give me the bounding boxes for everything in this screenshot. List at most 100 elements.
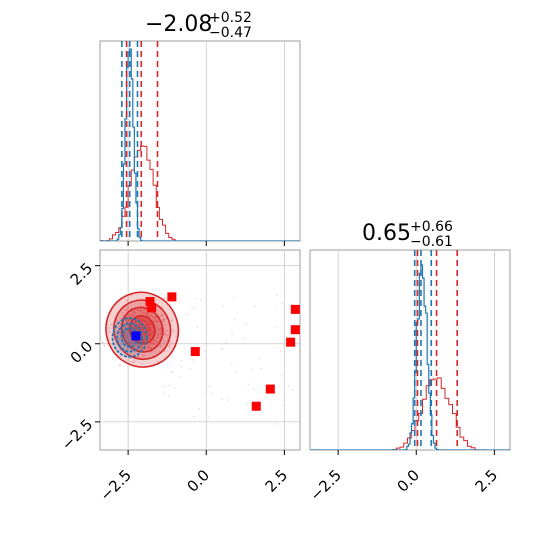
sample-dot bbox=[137, 309, 140, 311]
sample-dot bbox=[148, 320, 151, 323]
sample-dot-sparse bbox=[179, 376, 182, 378]
sample-dot bbox=[150, 314, 153, 317]
sample-dot bbox=[166, 334, 169, 337]
sample-dot bbox=[131, 326, 134, 329]
sample-dot bbox=[146, 314, 149, 316]
sample-dot bbox=[152, 340, 155, 343]
sample-dot-sparse bbox=[275, 423, 278, 425]
sample-dot bbox=[156, 324, 159, 327]
sample-dot bbox=[133, 313, 136, 316]
sample-dot bbox=[143, 308, 146, 311]
sample-dot-sparse bbox=[220, 398, 223, 401]
sample-dot bbox=[142, 340, 145, 343]
sample-dot bbox=[137, 316, 140, 319]
sample-dot-sparse bbox=[222, 305, 225, 308]
sample-dot bbox=[156, 321, 158, 324]
sample-dot-sparse bbox=[291, 389, 294, 391]
sample-dot-sparse bbox=[231, 332, 233, 335]
sample-dot bbox=[160, 330, 163, 333]
sample-dot bbox=[139, 348, 142, 351]
sample-dot-sparse bbox=[191, 306, 193, 309]
sample-dot-sparse bbox=[252, 388, 255, 390]
sample-dot bbox=[150, 342, 152, 345]
sample-dot-sparse bbox=[196, 325, 198, 328]
hist-top-blue-series bbox=[100, 48, 300, 241]
red-density-level-0 bbox=[105, 291, 180, 368]
sample-dot bbox=[141, 355, 144, 357]
sample-dot bbox=[140, 310, 143, 313]
sample-dot bbox=[154, 316, 157, 319]
sample-dot bbox=[129, 348, 132, 351]
blue-square bbox=[131, 331, 141, 341]
sample-dot bbox=[127, 339, 129, 342]
sample-dot-sparse bbox=[165, 297, 167, 300]
sample-dot-sparse bbox=[258, 399, 260, 401]
sample-dot bbox=[126, 309, 129, 311]
sample-dot bbox=[119, 331, 122, 334]
sample-dot bbox=[133, 346, 136, 349]
sample-dot bbox=[133, 341, 135, 344]
scatter-markers bbox=[131, 292, 300, 411]
sample-dot bbox=[150, 350, 153, 353]
sample-dot-sparse bbox=[193, 308, 196, 310]
sample-dot-sparse bbox=[273, 326, 276, 328]
sample-dot bbox=[122, 311, 124, 314]
sample-dot bbox=[143, 321, 146, 323]
sample-dot bbox=[127, 320, 130, 322]
scatter-panel: −2.5 0.0 2.5 −2.5 0.0 2.5 bbox=[58, 249, 301, 505]
sample-dot bbox=[125, 319, 128, 322]
sample-dot bbox=[148, 333, 151, 336]
sample-dot-sparse bbox=[167, 394, 170, 397]
sample-dot bbox=[134, 327, 137, 329]
sample-dot-sparse bbox=[199, 299, 202, 302]
sample-dot bbox=[139, 309, 142, 312]
sample-dot-sparse bbox=[260, 367, 263, 370]
sample-dot bbox=[154, 318, 157, 321]
sample-dot bbox=[156, 336, 159, 339]
sample-dot-sparse bbox=[195, 298, 197, 300]
hist-top-quantiles bbox=[121, 41, 159, 241]
sample-dot bbox=[145, 329, 148, 331]
sample-dot bbox=[148, 327, 151, 330]
sample-dot bbox=[115, 320, 118, 323]
sample-dot bbox=[171, 319, 173, 322]
sample-dot bbox=[159, 344, 162, 346]
sample-dot-sparse bbox=[242, 337, 245, 340]
sample-dot-sparse bbox=[251, 368, 254, 371]
sample-dot bbox=[148, 343, 151, 346]
sample-dot-sparse bbox=[192, 358, 194, 361]
hist-bottom-quantiles bbox=[413, 250, 458, 450]
sample-dot bbox=[148, 315, 151, 318]
sample-dot-sparse bbox=[163, 392, 166, 395]
sample-dot bbox=[124, 334, 126, 336]
sample-dot-sparse bbox=[226, 399, 229, 401]
sample-dot bbox=[142, 331, 145, 334]
sample-dot bbox=[101, 341, 104, 344]
sample-dot bbox=[118, 338, 121, 341]
sample-dot bbox=[157, 334, 160, 337]
sample-dot bbox=[147, 324, 149, 327]
sample-dot bbox=[159, 331, 162, 334]
x-tick-label-2: 2.5 bbox=[262, 466, 292, 496]
sample-dot bbox=[152, 330, 154, 333]
sample-dot bbox=[131, 329, 134, 331]
hist-bottom-red-series bbox=[310, 377, 510, 450]
sample-dot bbox=[158, 350, 161, 353]
sample-dot-sparse bbox=[180, 359, 183, 362]
x-tick-label-0: −2.5 bbox=[306, 466, 344, 504]
sample-dot bbox=[148, 322, 151, 325]
sample-dot bbox=[133, 311, 136, 314]
sample-dot bbox=[156, 360, 159, 363]
sample-dot-sparse bbox=[220, 347, 222, 350]
red-square-1 bbox=[147, 303, 157, 313]
sample-dot bbox=[143, 332, 146, 335]
sample-dot bbox=[159, 345, 162, 348]
sample-dot bbox=[106, 342, 109, 345]
sample-dot-sparse bbox=[281, 374, 283, 377]
sample-dot-sparse bbox=[180, 365, 183, 368]
sample-dot bbox=[136, 309, 139, 312]
red-square-3 bbox=[190, 347, 200, 357]
sample-dot bbox=[138, 323, 140, 326]
sample-dot bbox=[170, 371, 173, 374]
